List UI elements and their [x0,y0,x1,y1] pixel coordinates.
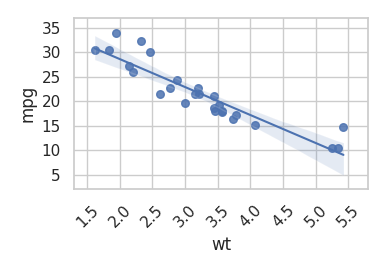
Point [106,48,112,52]
Point [126,63,132,68]
Point [196,92,202,97]
Point [112,31,119,35]
Point [233,112,239,117]
Point [219,109,225,113]
Point [182,101,188,105]
Point [174,78,180,82]
Point [195,85,201,90]
Point [212,109,218,113]
Point [192,92,198,96]
Point [335,146,341,150]
Point [329,146,335,150]
Point [340,125,347,129]
X-axis label: wt: wt [211,236,231,254]
Point [157,92,163,97]
Point [252,123,258,127]
Point [91,48,98,52]
Point [211,106,217,110]
Point [147,50,153,54]
Point [219,110,225,114]
Point [230,117,236,121]
Point [216,103,222,107]
Y-axis label: mpg: mpg [18,85,36,122]
Point [138,38,144,43]
Point [130,70,136,74]
Point [211,94,217,98]
Point [167,85,173,90]
